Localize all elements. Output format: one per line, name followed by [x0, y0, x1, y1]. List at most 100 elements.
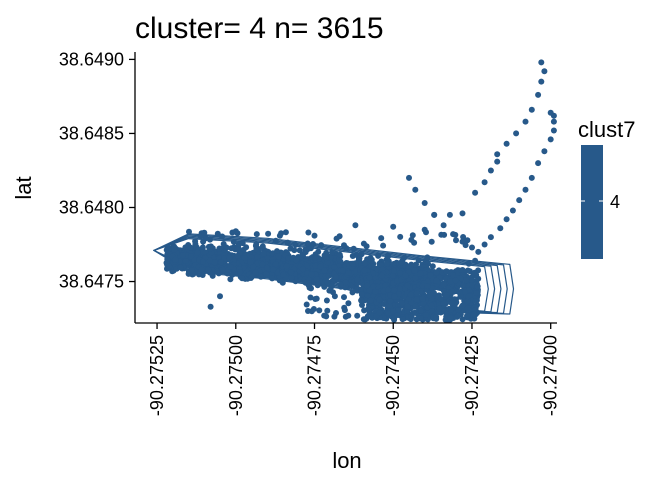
data-point — [399, 300, 406, 307]
y-axis-ticks: 38.6475 38.6480 38.6485 38.6490 — [59, 49, 135, 292]
data-point — [391, 267, 397, 274]
data-point — [412, 186, 419, 193]
data-point — [349, 253, 356, 259]
data-point — [288, 269, 295, 276]
data-point — [207, 303, 214, 310]
data-point — [454, 313, 461, 319]
data-point — [405, 263, 412, 270]
data-point — [366, 274, 373, 281]
data-point — [459, 267, 466, 273]
data-point — [292, 241, 299, 248]
data-point — [253, 231, 260, 238]
data-point — [383, 260, 390, 267]
data-point — [538, 78, 545, 85]
x-tick-label: -90.27425 — [462, 335, 482, 416]
data-point — [270, 266, 277, 273]
data-point — [472, 257, 479, 264]
data-point — [230, 238, 237, 245]
data-point — [356, 255, 362, 261]
data-point — [419, 282, 426, 289]
data-point — [413, 290, 420, 297]
data-point — [317, 263, 324, 270]
data-point — [189, 267, 196, 274]
data-point — [312, 262, 319, 269]
data-point — [299, 266, 306, 272]
data-point — [455, 306, 462, 313]
data-point — [460, 234, 467, 240]
data-point — [473, 290, 480, 296]
data-point — [324, 279, 331, 286]
data-point — [192, 238, 199, 245]
data-point — [164, 256, 171, 263]
data-point — [372, 288, 379, 295]
data-point — [397, 233, 404, 240]
data-point — [200, 258, 206, 265]
data-point — [404, 282, 411, 289]
data-point — [282, 229, 289, 236]
data-point — [397, 285, 403, 292]
data-point — [464, 237, 471, 244]
data-point — [288, 274, 295, 281]
data-point — [322, 253, 329, 260]
data-point — [376, 309, 383, 316]
data-point — [382, 282, 389, 289]
data-point — [447, 278, 454, 285]
data-point — [237, 269, 243, 276]
data-point — [438, 231, 445, 238]
data-point — [349, 260, 356, 267]
data-point — [463, 277, 470, 284]
data-point — [494, 158, 501, 165]
data-point — [464, 312, 471, 319]
data-point — [358, 286, 365, 293]
data-point — [272, 261, 279, 268]
y-tick-label: 38.6475 — [59, 272, 124, 292]
data-point — [465, 260, 472, 267]
data-point — [494, 151, 501, 158]
data-point — [361, 267, 368, 274]
data-point — [314, 282, 321, 289]
data-point — [459, 210, 466, 217]
data-point — [354, 276, 361, 283]
chart-title: cluster= 4 n= 3615 — [135, 12, 384, 45]
data-point — [366, 287, 373, 294]
legend-colorbar — [581, 145, 603, 259]
data-point — [305, 229, 312, 236]
data-point — [345, 269, 352, 276]
data-point — [341, 294, 347, 301]
contour-line — [153, 233, 515, 315]
data-point — [291, 247, 298, 254]
data-point — [374, 283, 381, 290]
data-point — [260, 250, 267, 257]
data-point — [427, 272, 434, 279]
data-point — [430, 289, 437, 296]
y-tick-label: 38.6485 — [59, 123, 124, 143]
data-point — [341, 304, 348, 311]
data-point — [305, 308, 311, 314]
x-tick-label: -90.27450 — [383, 335, 403, 416]
data-point — [509, 207, 516, 214]
data-point — [440, 222, 447, 229]
data-point — [166, 263, 173, 270]
x-axis-ticks: -90.27525 -90.27500 -90.27475 -90.27450 -90.… — [147, 323, 561, 416]
data-point — [513, 130, 520, 137]
legend-label: 4 — [610, 192, 620, 212]
data-point — [232, 228, 239, 235]
data-point — [313, 295, 320, 302]
data-point — [269, 275, 276, 282]
data-point — [194, 249, 201, 256]
data-point — [272, 237, 279, 244]
data-point — [358, 291, 365, 298]
y-tick-label: 38.6480 — [59, 197, 124, 217]
data-point — [421, 200, 428, 206]
data-point — [241, 255, 248, 261]
data-point — [376, 296, 383, 303]
data-point — [535, 91, 542, 98]
data-point — [345, 312, 352, 319]
data-point — [487, 234, 494, 241]
data-point — [206, 257, 213, 264]
data-point — [275, 253, 282, 260]
data-point — [471, 269, 478, 276]
legend: clust7 4 — [578, 117, 635, 259]
data-point — [464, 298, 471, 305]
data-point — [299, 251, 306, 258]
